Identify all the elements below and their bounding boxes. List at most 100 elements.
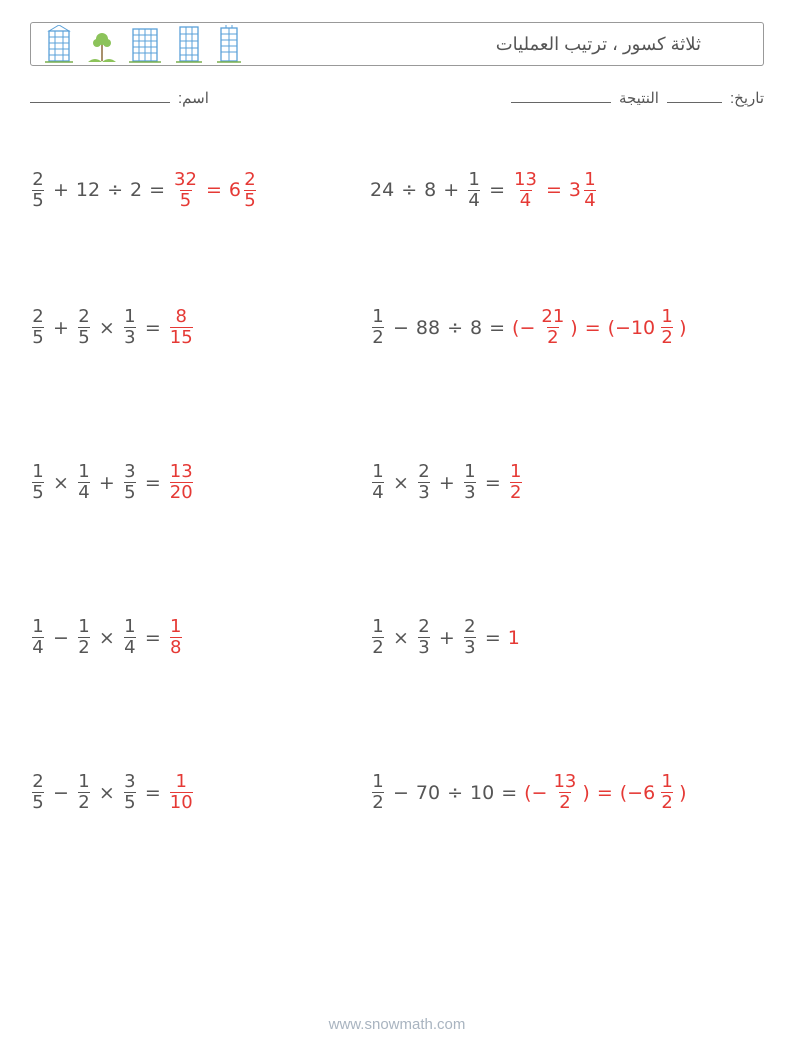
text-token: ) [582, 782, 589, 804]
operator: = [486, 179, 508, 201]
problem-right: 12×23+23=1 [370, 618, 764, 657]
operator: = [594, 782, 616, 804]
fraction: 14 [30, 618, 46, 657]
text-token: (−6 [620, 782, 655, 804]
expression: 24÷8+14=134=314 [370, 171, 598, 210]
expression: 25−12×35=110 [30, 773, 195, 812]
fraction: 12 [659, 773, 675, 812]
operator: = [498, 782, 520, 804]
fraction: 18 [168, 618, 184, 657]
text-token: (−10 [608, 317, 656, 339]
operator: = [146, 179, 168, 201]
problem-row: 14−12×14=1812×23+23=1 [30, 560, 764, 715]
fraction: 13 [462, 463, 478, 502]
operator: + [440, 179, 462, 201]
name-underline [30, 88, 170, 103]
expression: 25+12÷2=325=625 [30, 171, 258, 210]
problem-left: 25−12×35=110 [30, 773, 370, 812]
expression: 12−70÷10=(−132)=(−612) [370, 773, 687, 812]
fraction: 12 [76, 773, 92, 812]
operator: = [142, 317, 164, 339]
text-token: ) [570, 317, 577, 339]
problem-row: 25−12×35=11012−70÷10=(−132)=(−612) [30, 715, 764, 870]
operator: + [96, 472, 118, 494]
fraction: 12 [370, 308, 386, 347]
operator: + [436, 627, 458, 649]
operator: + [50, 317, 72, 339]
fraction: 25 [30, 308, 46, 347]
operator: − [390, 317, 412, 339]
buildings-icon [43, 25, 253, 63]
operator: = [142, 782, 164, 804]
operator: × [390, 627, 412, 649]
date-underline [667, 88, 722, 103]
operator: = [543, 179, 565, 201]
operator: − [50, 627, 72, 649]
operator: = [142, 627, 164, 649]
number: 12 [76, 179, 100, 201]
buildings-illustration [43, 25, 253, 63]
fraction: 25 [76, 308, 92, 347]
fraction: 14 [582, 171, 598, 210]
meta-right-group: تاريخ: النتيجة [511, 88, 764, 107]
operator: ÷ [398, 179, 420, 201]
operator: + [436, 472, 458, 494]
operator: ÷ [444, 317, 466, 339]
problem-left: 14−12×14=18 [30, 618, 370, 657]
operator: = [482, 472, 504, 494]
worksheet-title: ثلاثة كسور ، ترتيب العمليات [496, 34, 751, 55]
number: 88 [416, 317, 440, 339]
fraction: 35 [122, 773, 138, 812]
fraction: 12 [370, 773, 386, 812]
header-box: ثلاثة كسور ، ترتيب العمليات [30, 22, 764, 66]
expression: 14×23+13=12 [370, 463, 524, 502]
problem-left: 25+12÷2=325=625 [30, 171, 370, 210]
expression: 25+25×13=815 [30, 308, 195, 347]
fraction: 14 [122, 618, 138, 657]
operator: × [96, 317, 118, 339]
problem-row: 25+25×13=81512−88÷8=(−212)=(−1012) [30, 250, 764, 405]
fraction: 13 [122, 308, 138, 347]
fraction: 12 [76, 618, 92, 657]
footer-link: www.snowmath.com [0, 1016, 794, 1033]
number: 8 [470, 317, 482, 339]
operator: ÷ [104, 179, 126, 201]
fraction: 25 [242, 171, 258, 210]
operator: = [142, 472, 164, 494]
mixed-number: 314 [569, 171, 598, 210]
operator: × [96, 782, 118, 804]
number: 1 [508, 627, 520, 649]
fraction: 12 [370, 618, 386, 657]
text-token: ) [679, 782, 686, 804]
text-token: (− [524, 782, 547, 804]
score-label: النتيجة [619, 89, 659, 107]
problem-row: 25+12÷2=325=62524÷8+14=134=314 [30, 130, 764, 250]
expression: 12−88÷8=(−212)=(−1012) [370, 308, 687, 347]
fraction: 23 [416, 618, 432, 657]
mixed-number: 625 [229, 171, 258, 210]
operator: = [582, 317, 604, 339]
problems-container: 25+12÷2=325=62524÷8+14=134=31425+25×13=8… [30, 130, 764, 870]
expression: 15×14+35=1320 [30, 463, 195, 502]
fraction: 134 [512, 171, 539, 210]
operator: × [50, 472, 72, 494]
problem-right: 12−88÷8=(−212)=(−1012) [370, 308, 764, 347]
number: 2 [130, 179, 142, 201]
meta-row: تاريخ: النتيجة اسم: [30, 88, 764, 107]
problem-row: 15×14+35=132014×23+13=12 [30, 405, 764, 560]
score-underline [511, 88, 611, 103]
fraction: 25 [30, 171, 46, 210]
problem-left: 25+25×13=815 [30, 308, 370, 347]
fraction: 132 [551, 773, 578, 812]
problem-left: 15×14+35=1320 [30, 463, 370, 502]
operator: + [50, 179, 72, 201]
operator: = [486, 317, 508, 339]
operator: − [390, 782, 412, 804]
fraction: 815 [168, 308, 195, 347]
expression: 12×23+23=1 [370, 618, 520, 657]
fraction: 14 [76, 463, 92, 502]
operator: ÷ [444, 782, 466, 804]
fraction: 110 [168, 773, 195, 812]
fraction: 23 [416, 463, 432, 502]
fraction: 12 [508, 463, 524, 502]
